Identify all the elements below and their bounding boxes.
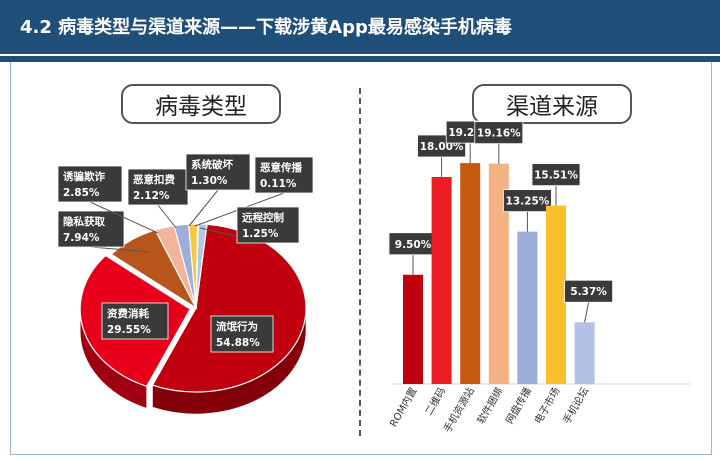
bar-chart-title: 渠道来源 (472, 84, 632, 124)
pie-callout-3: 隐私获取 7.94% (57, 210, 151, 253)
bar-category-label: 二维码 (422, 385, 448, 417)
pie-slice-8 (195, 223, 208, 309)
section-divider (359, 88, 361, 436)
pie-slice-label: 恶意扣费 (133, 173, 175, 186)
bar-6 (546, 205, 566, 384)
callout-box (531, 163, 581, 187)
pie-slice-value: 1.30% (191, 175, 228, 187)
bar-category-label: 软件捆绑 (474, 385, 505, 426)
callout-box (564, 279, 613, 303)
callout-box (474, 121, 524, 145)
pie-callout-1: 流氓行为 54.88% (210, 315, 274, 353)
bar-7 (574, 322, 595, 384)
leader-line (188, 189, 219, 227)
pie-slice-label: 流氓行为 (216, 320, 258, 333)
pie-slice-label: 远程控制 (242, 211, 284, 224)
bar-value-label: 19.16% (477, 128, 521, 140)
bar-4 (488, 163, 509, 384)
bar-value-label: 5.37% (570, 286, 607, 298)
callout-box (101, 302, 169, 340)
page-title: 4.2 病毒类型与渠道来源——下载涉黄App最易感染手机病毒 (20, 17, 512, 38)
leader-line (157, 204, 177, 229)
bar-category-label: ROM内置 (387, 385, 420, 429)
bar-category-label: 电子市场 (531, 385, 562, 426)
pie-slice-label: 隐私获取 (63, 215, 105, 228)
bar-value-callout-4: 19.16% (474, 121, 524, 164)
callout-box (210, 315, 274, 353)
pie-callout-2: 资费消耗 29.55% (101, 302, 169, 340)
callout-box (57, 210, 125, 248)
bar-value-callout-5: 13.25% (502, 189, 552, 232)
bar-value-label: 18.00% (420, 141, 464, 153)
bar-value-callout-1: 9.50% (388, 232, 438, 275)
pie-slice-label: 恶意传播 (260, 161, 302, 174)
header-underline (0, 54, 720, 56)
pie-slice-label: 资费消耗 (107, 307, 149, 320)
pie-slice-value: 0.11% (260, 178, 297, 190)
bar-3 (460, 163, 481, 384)
bar-value-label: 15.51% (534, 170, 578, 182)
callout-box (185, 153, 251, 191)
pie-slice-label: 诱骗欺诈 (63, 170, 105, 183)
pie-callout-5: 恶意扣费 2.12% (127, 168, 189, 229)
leader-line (90, 246, 151, 253)
bar-category-label: 手机论坛 (560, 385, 591, 426)
pie-slice-value: 29.55% (107, 324, 151, 336)
leader-line (584, 302, 590, 323)
pie-slice-value: 2.12% (133, 190, 170, 202)
pie-callout-6: 系统破坏 1.30% (185, 153, 251, 227)
bar-chart: 9.50%ROM内置18.00%二维码19.21%手机资源站19.16%软件捆绑… (387, 120, 690, 435)
bar-5 (517, 231, 538, 384)
pie-chart: 流氓行为 54.88% 资费消耗 29.55% 隐私获取 7.94% 诱骗欺诈 2.85% 恶意… (57, 153, 314, 415)
pie-slice-value: 2.85% (63, 187, 100, 199)
bar-value-label: 9.50% (395, 239, 432, 251)
callout-box (254, 156, 314, 194)
pie-chart-title: 病毒类型 (121, 84, 281, 124)
bar-1 (403, 274, 423, 384)
bar-2 (431, 177, 452, 384)
bar-value-label: 13.25% (506, 196, 550, 208)
bar-category-label: 网盘传播 (503, 385, 534, 426)
callout-box (57, 165, 123, 203)
pie-callout-8: 远程控制 1.25% (199, 206, 300, 244)
pie-callout-4: 诱骗欺诈 2.85% (57, 165, 159, 234)
pie-slice-value: 1.25% (242, 228, 279, 240)
bar-value-callout-6: 15.51% (531, 163, 581, 206)
callout-box (502, 189, 552, 213)
pie-slice-value: 7.94% (63, 232, 100, 244)
pie-slice-label: 系统破坏 (191, 158, 233, 171)
callout-box (127, 168, 189, 206)
header-bar: 4.2 病毒类型与渠道来源——下载涉黄App最易感染手机病毒 (0, 0, 720, 62)
bar-value-callout-7: 5.37% (564, 279, 613, 323)
callout-box (236, 206, 300, 244)
leader-line (89, 201, 159, 234)
pie-slice-value: 54.88% (216, 337, 260, 349)
